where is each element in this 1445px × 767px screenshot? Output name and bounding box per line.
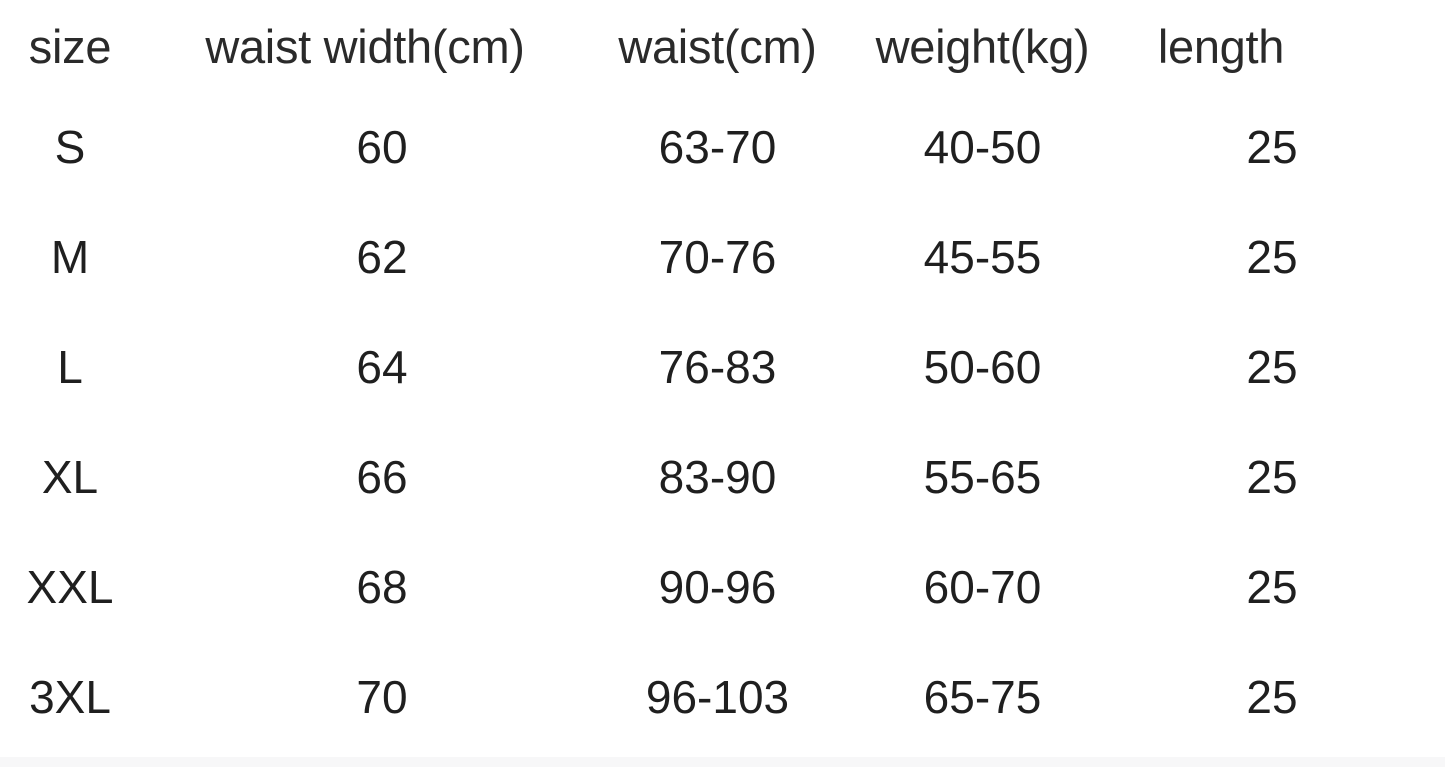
cell-length: 25: [1246, 231, 1298, 283]
bottom-edge-strip: [0, 757, 1445, 767]
table-header-row: size waist width(cm) waist(cm) weight(kg…: [0, 0, 1380, 92]
table-row: L 64 76-83 50-60 25: [0, 312, 1380, 422]
cell-waist: 63-70: [658, 121, 777, 173]
column-header-length: length: [1157, 19, 1285, 73]
cell-size: M: [50, 231, 90, 283]
cell-length: 25: [1246, 561, 1298, 613]
cell-size: XXL: [26, 561, 114, 613]
column-header-weight: weight(kg): [875, 19, 1090, 73]
column-header-waist: waist(cm): [618, 19, 817, 73]
cell-weight: 45-55: [923, 231, 1042, 283]
table-body: S 60 63-70 40-50 25 M 62 70-76 45-55 25 …: [0, 92, 1380, 752]
cell-length: 25: [1246, 341, 1298, 393]
cell-size: 3XL: [29, 671, 111, 723]
cell-waist: 90-96: [658, 561, 777, 613]
cell-length: 25: [1246, 671, 1298, 723]
cell-size: L: [57, 341, 83, 393]
table-row: S 60 63-70 40-50 25: [0, 92, 1380, 202]
column-header-size: size: [28, 19, 112, 73]
cell-waist-width: 60: [356, 121, 408, 173]
table-header: size waist width(cm) waist(cm) weight(kg…: [0, 0, 1380, 92]
cell-length: 25: [1246, 451, 1298, 503]
cell-waist-width: 64: [356, 341, 408, 393]
cell-waist: 96-103: [645, 671, 790, 723]
cell-waist-width: 62: [356, 231, 408, 283]
cell-waist: 70-76: [658, 231, 777, 283]
cell-waist-width: 66: [356, 451, 408, 503]
table-row: M 62 70-76 45-55 25: [0, 202, 1380, 312]
cell-weight: 40-50: [923, 121, 1042, 173]
cell-weight: 60-70: [923, 561, 1042, 613]
cell-waist-width: 70: [356, 671, 408, 723]
cell-weight: 55-65: [923, 451, 1042, 503]
cell-waist: 83-90: [658, 451, 777, 503]
size-chart-table: size waist width(cm) waist(cm) weight(kg…: [0, 0, 1380, 752]
table-row: XXL 68 90-96 60-70 25: [0, 532, 1380, 642]
table-row: 3XL 70 96-103 65-75 25: [0, 642, 1380, 752]
cell-length: 25: [1246, 121, 1298, 173]
cell-size: S: [54, 121, 86, 173]
cell-waist-width: 68: [356, 561, 408, 613]
cell-weight: 65-75: [923, 671, 1042, 723]
table-row: XL 66 83-90 55-65 25: [0, 422, 1380, 532]
cell-waist: 76-83: [658, 341, 777, 393]
column-header-waist-width: waist width(cm): [205, 19, 525, 73]
cell-weight: 50-60: [923, 341, 1042, 393]
cell-size: XL: [41, 451, 99, 503]
